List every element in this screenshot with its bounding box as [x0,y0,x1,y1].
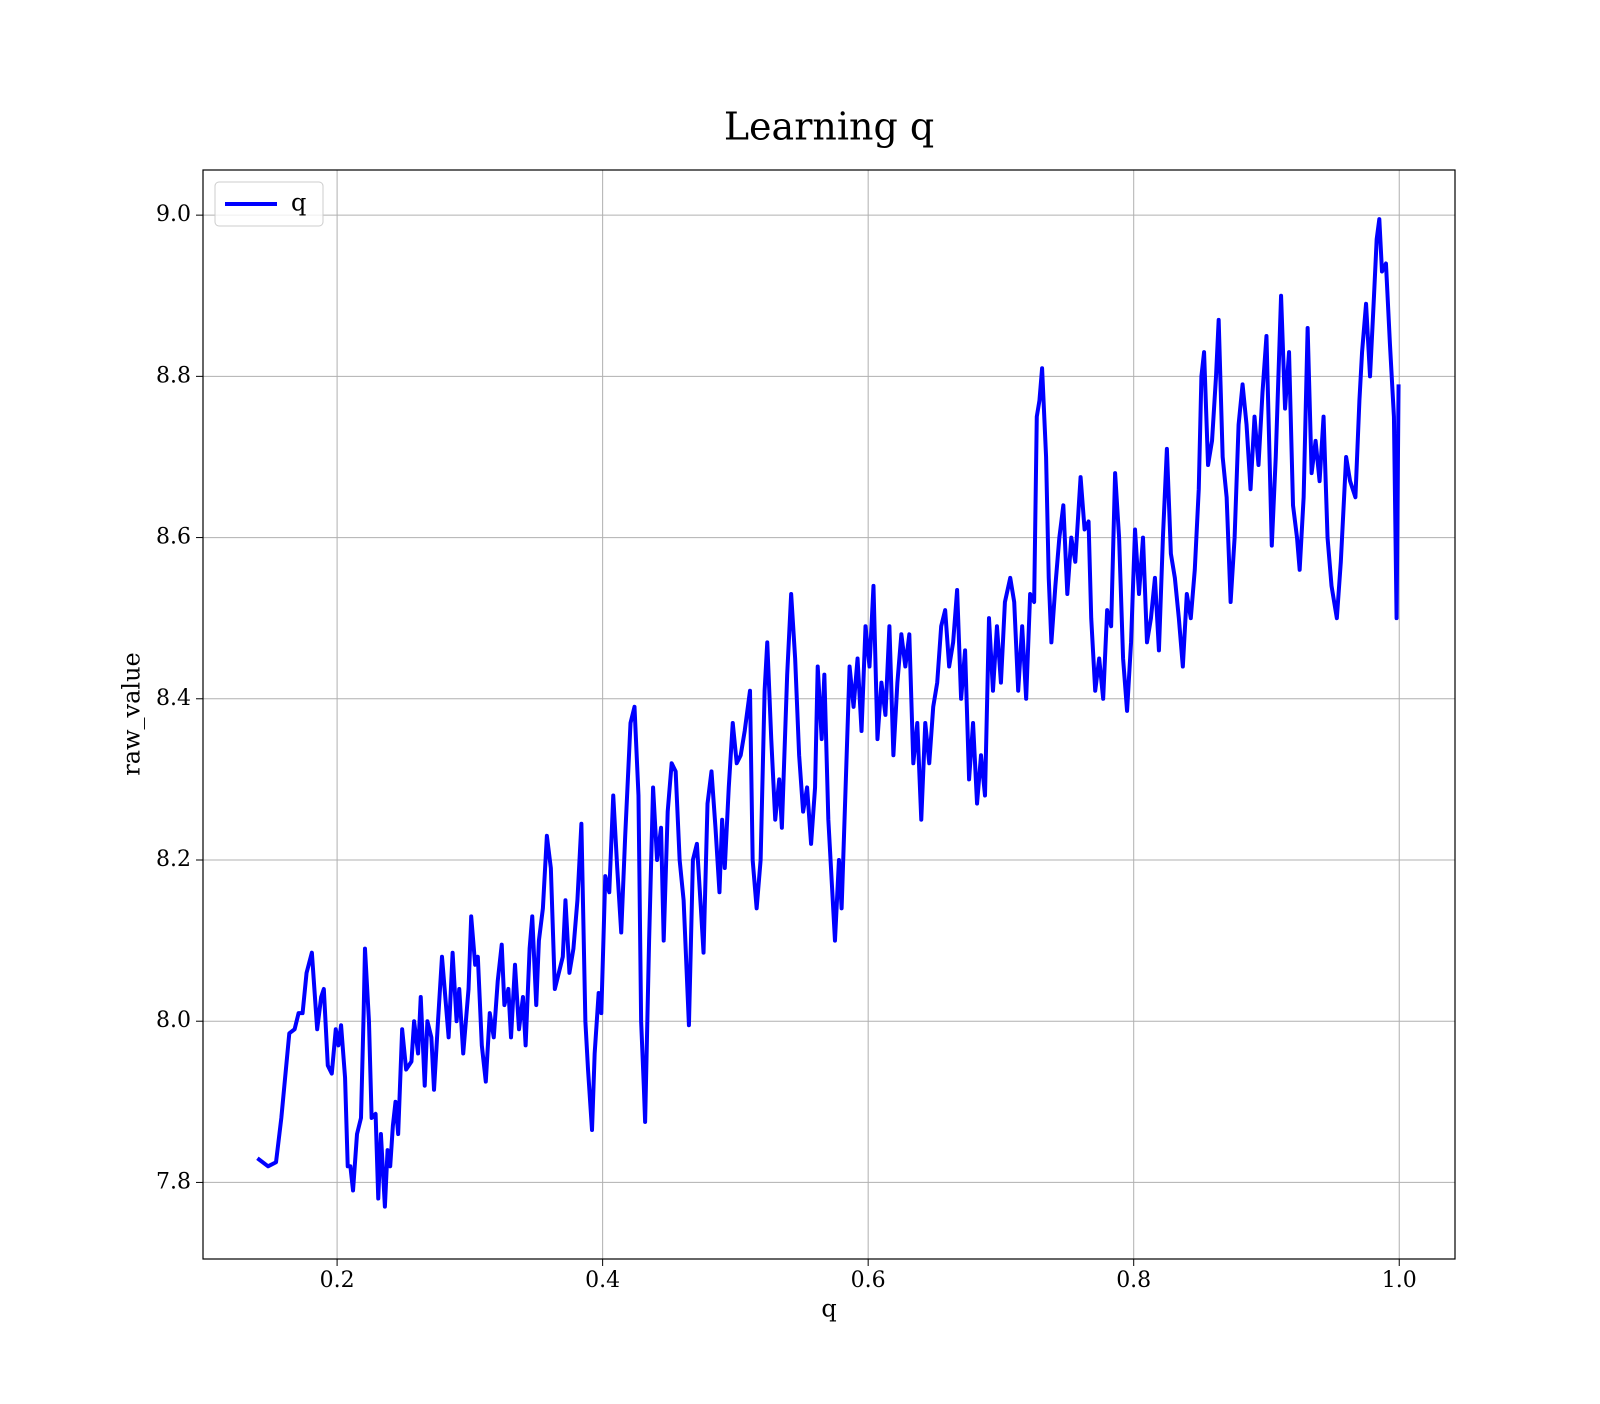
y-tick-label: 8.8 [156,363,191,388]
data-line [256,217,1401,1209]
chart-title: Learning q [724,105,934,149]
y-tick-label: 8.4 [156,686,191,711]
x-tick-label: 0.8 [1116,1268,1151,1293]
x-tick-label: 0.2 [320,1268,355,1293]
legend-label: q [291,189,306,217]
x-tick-label: 0.6 [851,1268,886,1293]
x-tick-label: 1.0 [1382,1268,1417,1293]
y-tick-label: 9.0 [156,202,191,227]
y-tick-label: 8.0 [156,1008,191,1033]
y-tick-label: 7.8 [156,1169,191,1194]
y-axis-label: raw_value [118,652,146,776]
axes: 0.2 0.4 0.6 0.8 1.0 7.8 8.0 8.2 8.4 8.6 8.8 9.0 q [156,169,1456,1293]
plot-area [256,217,1401,1209]
grid [203,170,1455,1259]
plot-frame [202,169,1456,1260]
x-axis-label: q [821,1295,836,1323]
x-tick-label: 0.4 [585,1268,620,1293]
y-tick-label: 8.2 [156,847,191,872]
y-tick-label: 8.6 [156,525,191,550]
legend: q [214,181,324,227]
